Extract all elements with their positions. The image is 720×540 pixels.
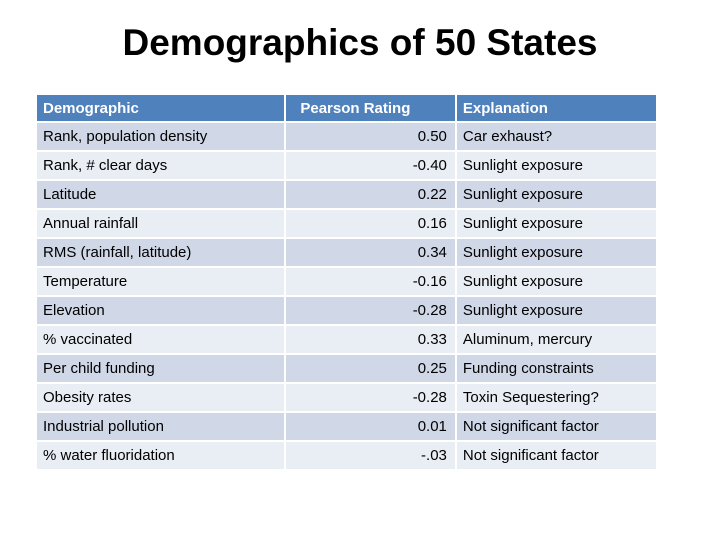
column-header-pearson-rating: Pearson Rating [286, 95, 457, 123]
table-row: Annual rainfall 0.16 Sunlight exposure [37, 210, 658, 239]
explanation-cell: Funding constraints [456, 355, 658, 384]
pearson-rating-cell: -0.16 [286, 268, 457, 297]
table-row: Rank, # clear days -0.40 Sunlight exposure [37, 152, 658, 181]
demographic-cell: Per child funding [37, 355, 287, 384]
demographic-cell: RMS (rainfall, latitude) [37, 239, 287, 268]
table-row: % water fluoridation -.03 Not significant … [37, 442, 658, 471]
pearson-rating-cell: 0.16 [286, 210, 457, 239]
demographic-cell: Latitude [37, 181, 287, 210]
demographic-cell: Obesity rates [37, 384, 287, 413]
pearson-rating-cell: -.03 [286, 442, 457, 471]
column-header-demographic: Demographic [37, 95, 287, 123]
table-body: Rank, population density 0.50 Car exhaust?… [37, 123, 658, 471]
table-row: Per child funding 0.25 Funding constraints [37, 355, 658, 384]
demographic-cell: Annual rainfall [37, 210, 287, 239]
pearson-rating-cell: 0.34 [286, 239, 457, 268]
demographic-cell: % water fluoridation [37, 442, 287, 471]
explanation-cell: Sunlight exposure [456, 239, 658, 268]
table-row: RMS (rainfall, latitude) 0.34 Sunlight exp… [37, 239, 658, 268]
demographic-cell: Rank, population density [37, 123, 287, 152]
pearson-rating-cell: 0.22 [286, 181, 457, 210]
explanation-cell: Car exhaust? [456, 123, 658, 152]
table-row: Rank, population density 0.50 Car exhaust? [37, 123, 658, 152]
explanation-cell: Sunlight exposure [456, 210, 658, 239]
table-row: Elevation -0.28 Sunlight exposure [37, 297, 658, 326]
explanation-cell: Sunlight exposure [456, 181, 658, 210]
column-header-explanation: Explanation [456, 95, 658, 123]
table-row: Obesity rates -0.28 Toxin Sequestering? [37, 384, 658, 413]
pearson-rating-cell: 0.25 [286, 355, 457, 384]
table-row: Temperature -0.16 Sunlight exposure [37, 268, 658, 297]
pearson-rating-cell: 0.01 [286, 413, 457, 442]
table-row: % vaccinated 0.33 Aluminum, mercury [37, 326, 658, 355]
demographic-cell: Industrial pollution [37, 413, 287, 442]
demographic-cell: Elevation [37, 297, 287, 326]
explanation-cell: Not significant factor [456, 413, 658, 442]
table-row: Industrial pollution 0.01 Not significant … [37, 413, 658, 442]
explanation-cell: Sunlight exposure [456, 152, 658, 181]
explanation-cell: Aluminum, mercury [456, 326, 658, 355]
pearson-rating-cell: 0.50 [286, 123, 457, 152]
explanation-cell: Toxin Sequestering? [456, 384, 658, 413]
pearson-rating-cell: -0.40 [286, 152, 457, 181]
pearson-rating-cell: -0.28 [286, 384, 457, 413]
table-row: Latitude 0.22 Sunlight exposure [37, 181, 658, 210]
demographic-cell: Temperature [37, 268, 287, 297]
explanation-cell: Sunlight exposure [456, 268, 658, 297]
pearson-rating-cell: 0.33 [286, 326, 457, 355]
page-title: Demographics of 50 States [122, 22, 598, 63]
pearson-rating-cell: -0.28 [286, 297, 457, 326]
demographics-table: Demographic Pearson Rating Explanation R… [37, 95, 658, 471]
demographic-cell: % vaccinated [37, 326, 287, 355]
explanation-cell: Sunlight exposure [456, 297, 658, 326]
table-header-row: Demographic Pearson Rating Explanation [37, 95, 658, 123]
explanation-cell: Not significant factor [456, 442, 658, 471]
demographic-cell: Rank, # clear days [37, 152, 287, 181]
